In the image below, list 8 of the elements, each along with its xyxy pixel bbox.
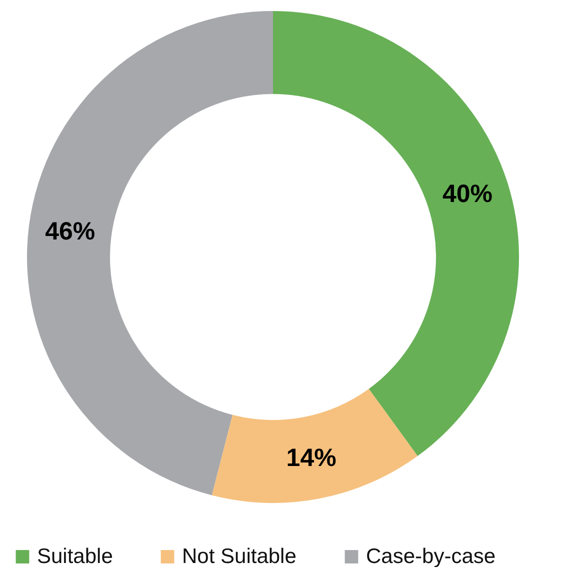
donut-slice: [212, 388, 418, 503]
data-label: 40%: [442, 180, 493, 208]
legend-label: Case-by-case: [366, 544, 496, 568]
data-label: 46%: [45, 217, 96, 246]
donut-slice: [27, 11, 273, 496]
legend-label: Suitable: [37, 544, 113, 568]
legend-label: Not Suitable: [182, 544, 296, 568]
data-label: 14%: [286, 444, 336, 472]
